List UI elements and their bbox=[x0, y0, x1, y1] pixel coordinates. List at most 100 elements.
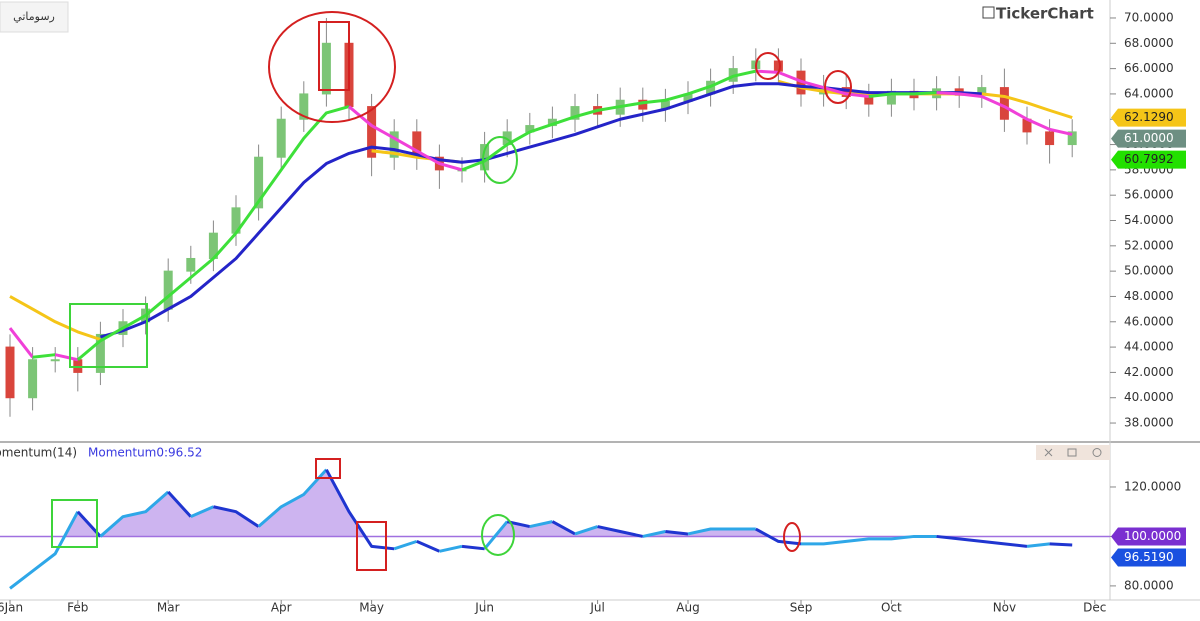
moving-average bbox=[8, 327, 34, 359]
annotation-box bbox=[51, 499, 98, 548]
toolbar-button[interactable] bbox=[0, 1, 69, 33]
close-button[interactable] bbox=[1044, 448, 1053, 457]
candle-body bbox=[186, 257, 196, 272]
annotation-circle bbox=[824, 70, 852, 104]
value-box-label: 61.0000 bbox=[1124, 131, 1174, 145]
logo-icon bbox=[982, 6, 995, 19]
value-box bbox=[1111, 527, 1186, 546]
candle-body bbox=[999, 87, 1009, 120]
value-box bbox=[1111, 548, 1186, 567]
momentum-line bbox=[213, 505, 260, 528]
x-tick-label: 6Jan bbox=[0, 601, 23, 615]
momentum-line bbox=[325, 468, 395, 551]
annotations bbox=[51, 11, 852, 571]
y-tick-label: 80.0000 bbox=[1124, 578, 1174, 592]
moving-average bbox=[868, 91, 937, 98]
annotation-circle bbox=[755, 52, 781, 80]
moving-average bbox=[936, 91, 1073, 136]
y-tick-label: 68.0000 bbox=[1124, 36, 1174, 50]
moving-average bbox=[54, 353, 79, 362]
x-tick-label: Feb bbox=[67, 601, 88, 615]
moving-average bbox=[76, 105, 350, 361]
candle-body bbox=[28, 359, 38, 399]
candle-body bbox=[1067, 131, 1077, 146]
momentum-line bbox=[574, 525, 599, 536]
candle-body bbox=[321, 42, 331, 95]
panel-buttons bbox=[1036, 445, 1110, 460]
settings-button[interactable] bbox=[1092, 448, 1102, 457]
y-tick-label: 56.0000 bbox=[1124, 188, 1174, 202]
y-tick-label: 38.0000 bbox=[1124, 416, 1174, 430]
momentum-line bbox=[257, 468, 328, 528]
momentum-line bbox=[393, 539, 418, 551]
momentum-plot bbox=[0, 468, 1110, 590]
annotation-circle bbox=[783, 522, 801, 552]
panel-button-bar bbox=[1036, 445, 1110, 460]
momentum-line bbox=[597, 525, 644, 538]
value-box-label: 62.1290 bbox=[1124, 110, 1174, 124]
moving-average bbox=[32, 353, 56, 359]
maximize-button[interactable] bbox=[1067, 448, 1077, 457]
value-box bbox=[1111, 108, 1186, 127]
candle-body bbox=[367, 106, 377, 158]
toolbar-button-label[interactable]: رسوماتي bbox=[13, 10, 55, 23]
momentum-line bbox=[551, 520, 576, 536]
y-tick-label: 64.0000 bbox=[1124, 86, 1174, 100]
momentum-line bbox=[167, 490, 192, 518]
annotation-circle bbox=[482, 136, 518, 184]
x-tick-label: Nov bbox=[993, 601, 1016, 615]
indicator-title: Momentum(14) bbox=[0, 446, 77, 460]
y-tick-label: 48.0000 bbox=[1124, 289, 1174, 303]
x-tick-label: Sep bbox=[790, 601, 813, 615]
momentum-line bbox=[190, 505, 215, 519]
candle-body bbox=[389, 131, 399, 158]
momentum-line bbox=[483, 520, 509, 550]
candle-body bbox=[773, 60, 783, 72]
momentum-line bbox=[1026, 542, 1050, 548]
x-tick-label: Aug bbox=[676, 601, 699, 615]
candle-body bbox=[299, 93, 309, 120]
annotation-circle bbox=[481, 514, 515, 556]
indicator-legend: Momentum0:96.52 bbox=[88, 446, 202, 460]
momentum-line bbox=[665, 530, 689, 536]
candle-body bbox=[570, 106, 580, 120]
candle-body bbox=[254, 156, 264, 209]
y-tick-label: 50.0000 bbox=[1124, 264, 1174, 278]
y-tick-label: 46.0000 bbox=[1124, 314, 1174, 328]
momentum-line bbox=[461, 544, 485, 551]
momentum-line bbox=[801, 534, 937, 546]
candle-body bbox=[1045, 131, 1055, 146]
candle-body bbox=[276, 118, 286, 158]
x-tick-label: Oct bbox=[881, 601, 902, 615]
value-box-label: 96.5190 bbox=[1124, 550, 1174, 564]
momentum-fill bbox=[10, 469, 1073, 537]
momentum-line bbox=[529, 520, 553, 529]
y-tick-label: 42.0000 bbox=[1124, 365, 1174, 379]
momentum-line bbox=[99, 490, 170, 538]
x-tick-label: May bbox=[359, 601, 384, 615]
y-tick-label: 70.0000 bbox=[1124, 10, 1174, 24]
y-tick-label: 40.0000 bbox=[1124, 390, 1174, 404]
moving-average bbox=[9, 295, 101, 341]
momentum-line bbox=[439, 544, 463, 553]
y-tick-label: 52.0000 bbox=[1124, 238, 1174, 252]
y-tick-label: 66.0000 bbox=[1124, 61, 1174, 75]
value-box bbox=[1111, 150, 1186, 169]
moving-average bbox=[348, 105, 463, 172]
annotation-box bbox=[318, 21, 350, 91]
x-tick-label: Mar bbox=[157, 601, 180, 615]
momentum-line bbox=[642, 530, 666, 538]
value-box-label: 60.7992 bbox=[1124, 152, 1174, 166]
x-tick-label: Jul bbox=[589, 601, 604, 615]
annotation-circle bbox=[268, 11, 396, 123]
momentum-line bbox=[1049, 542, 1073, 547]
candle-body bbox=[50, 359, 60, 362]
y-tick-label: 120.0000 bbox=[1124, 479, 1181, 493]
candle-body bbox=[163, 270, 173, 310]
value-box-label: 100.0000 bbox=[1124, 529, 1181, 543]
x-tick-label: Dec bbox=[1083, 601, 1106, 615]
annotation-box bbox=[315, 458, 341, 479]
momentum-line bbox=[687, 527, 756, 536]
momentum-line bbox=[9, 510, 80, 590]
